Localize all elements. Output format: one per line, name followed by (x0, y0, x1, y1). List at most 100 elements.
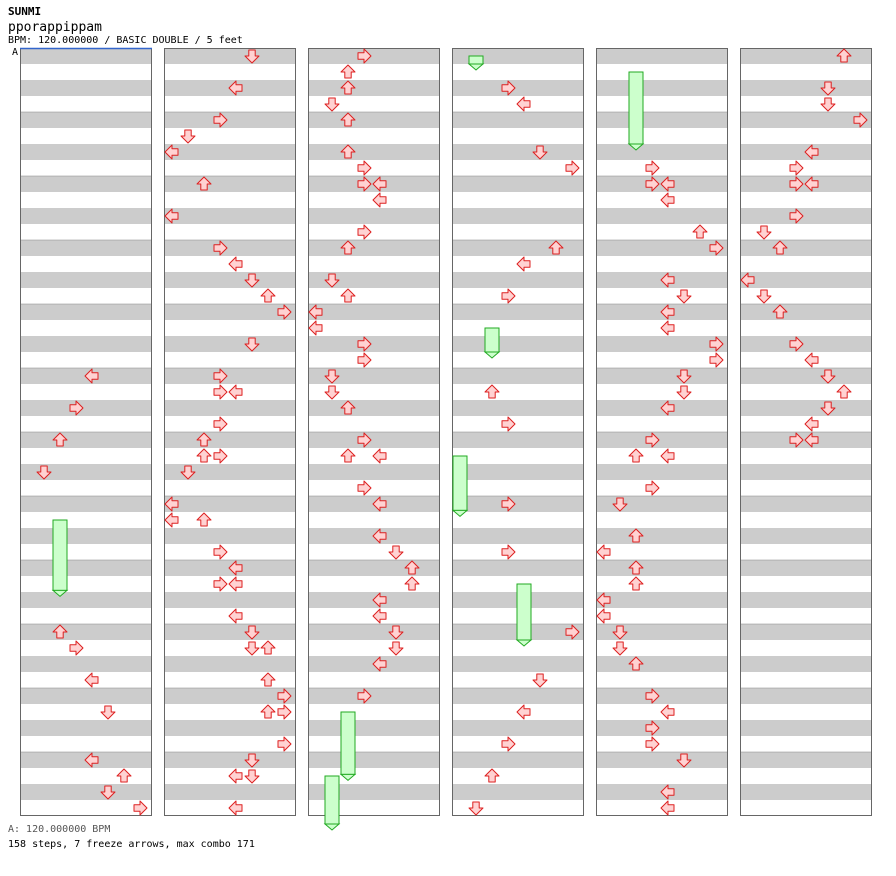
step-arrow-left (804, 352, 819, 368)
step-arrow-left (516, 96, 531, 112)
beat-stripe (308, 336, 440, 352)
step-arrow-right (789, 432, 804, 448)
step-arrow-down (244, 769, 260, 784)
beat-stripe (452, 144, 584, 160)
beat-stripe (20, 112, 152, 128)
step-arrow-down (532, 673, 548, 688)
step-arrow-left (164, 512, 179, 528)
step-arrow-right (501, 288, 516, 304)
freeze-arrow (484, 327, 500, 353)
step-arrow-down (180, 129, 196, 144)
step-arrow-left (228, 800, 243, 816)
beat-stripe (596, 144, 728, 160)
beat-stripe (740, 496, 872, 512)
beat-stripe (308, 688, 440, 704)
beat-stripe (164, 752, 296, 768)
beat-stripe (20, 208, 152, 224)
beat-stripe (740, 400, 872, 416)
step-arrow-right (789, 208, 804, 224)
step-arrow-right (853, 112, 868, 128)
beat-stripe (740, 464, 872, 480)
beat-stripe (20, 432, 152, 448)
beat-stripe (308, 272, 440, 288)
step-arrow-right (709, 336, 724, 352)
beat-stripe (740, 48, 872, 64)
step-arrow-left (228, 608, 243, 624)
beat-stripe (596, 48, 728, 64)
beat-stripe (20, 400, 152, 416)
beat-stripe (164, 240, 296, 256)
chart-column (308, 48, 440, 816)
beat-stripe (20, 592, 152, 608)
step-arrow-down (612, 641, 628, 656)
step-arrow-left (372, 496, 387, 512)
beat-stripe (164, 368, 296, 384)
step-arrow-up (484, 384, 500, 399)
bpm-legend: A: 120.000000 BPM (8, 824, 111, 835)
step-arrow-right (357, 432, 372, 448)
step-arrow-right (501, 736, 516, 752)
step-arrow-up (772, 304, 788, 319)
beat-stripe (164, 304, 296, 320)
beat-stripe (452, 176, 584, 192)
step-arrow-left (372, 656, 387, 672)
beat-stripe (740, 240, 872, 256)
freeze-tail (515, 639, 533, 647)
step-arrow-down (36, 465, 52, 480)
chart-info: BPM: 120.000000 / BASIC DOUBLE / 5 feet (8, 35, 243, 46)
step-arrow-up (692, 224, 708, 239)
step-arrow-right (501, 496, 516, 512)
beat-stripe (452, 688, 584, 704)
beat-stripe (740, 208, 872, 224)
beat-stripe (452, 432, 584, 448)
step-arrow-down (676, 369, 692, 384)
beat-stripe (164, 144, 296, 160)
beat-stripe (308, 240, 440, 256)
step-arrow-left (660, 704, 675, 720)
step-arrow-right (565, 624, 580, 640)
step-arrow-down (532, 145, 548, 160)
step-arrow-up (260, 288, 276, 303)
step-arrow-left (660, 320, 675, 336)
beat-stripe (164, 336, 296, 352)
beat-stripe (164, 432, 296, 448)
beat-stripe (308, 368, 440, 384)
beat-stripe (452, 208, 584, 224)
step-arrow-down (324, 97, 340, 112)
beat-stripe (596, 368, 728, 384)
step-arrow-left (596, 592, 611, 608)
freeze-arrow (468, 55, 484, 65)
beat-stripe (164, 464, 296, 480)
artist-name: SUNMI (8, 5, 42, 18)
beat-stripe (596, 112, 728, 128)
step-arrow-up (260, 704, 276, 719)
step-arrow-down (820, 401, 836, 416)
freeze-tail (339, 773, 357, 782)
step-arrow-left (228, 384, 243, 400)
beat-stripe (596, 592, 728, 608)
step-arrow-up (116, 768, 132, 783)
beat-stripe (308, 624, 440, 640)
beat-stripe (452, 368, 584, 384)
step-arrow-left (164, 208, 179, 224)
step-arrow-right (709, 352, 724, 368)
beat-stripe (164, 272, 296, 288)
step-arrow-down (756, 289, 772, 304)
beat-stripe (20, 528, 152, 544)
beat-stripe (452, 80, 584, 96)
freeze-tail (467, 63, 485, 71)
step-arrow-down (820, 369, 836, 384)
step-arrow-right (501, 80, 516, 96)
beat-stripe (20, 144, 152, 160)
beat-stripe (596, 80, 728, 96)
step-arrow-right (709, 240, 724, 256)
beat-stripe (596, 720, 728, 736)
beat-stripe (740, 592, 872, 608)
freeze-tail (451, 509, 469, 518)
step-arrow-left (660, 272, 675, 288)
step-arrow-right (357, 352, 372, 368)
step-arrow-right (277, 736, 292, 752)
step-arrow-right (645, 160, 660, 176)
step-arrow-left (84, 672, 99, 688)
freeze-tail (627, 143, 645, 151)
